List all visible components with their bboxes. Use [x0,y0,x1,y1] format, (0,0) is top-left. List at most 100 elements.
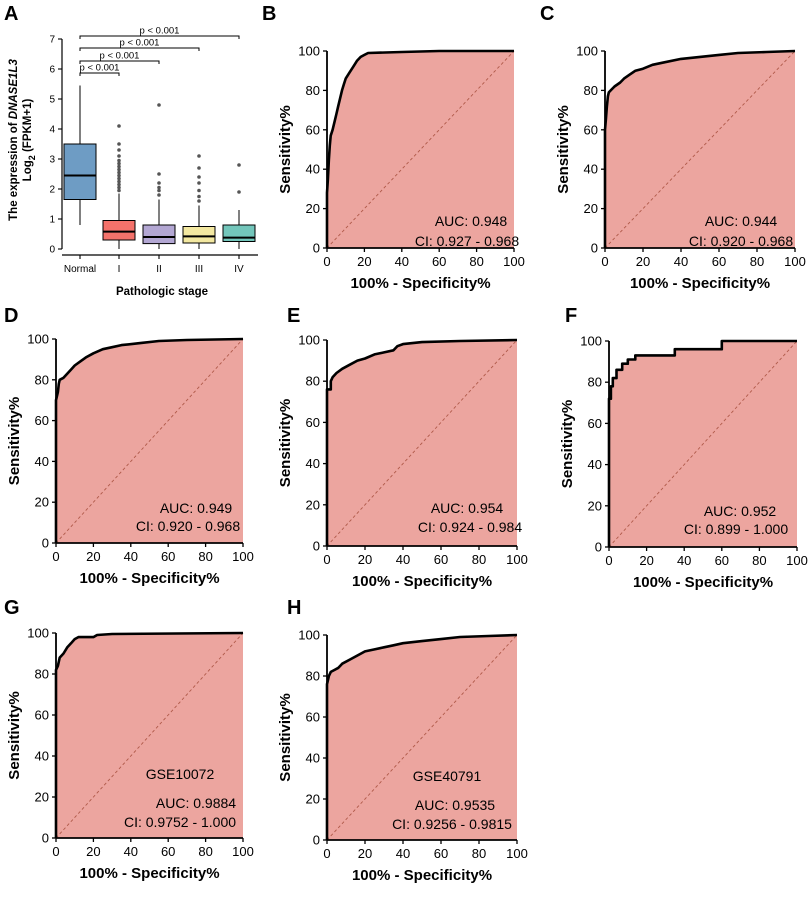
y-tick-label: 0 [42,831,49,846]
y-tick-label: 60 [306,710,320,725]
box-outlier-point [117,124,121,128]
panel-letter: E [287,305,300,327]
y-tick-label: 2 [49,185,55,196]
y-tick-label: 40 [306,456,320,471]
box-outlier-point [117,158,121,163]
y-tick-label: 100 [298,628,320,643]
box-outlier-point [157,181,161,185]
y-tick-label: 80 [306,374,320,389]
box-outlier-point [237,163,241,167]
x-tick-label: 80 [469,254,483,269]
y-tick-label: 0 [595,540,602,555]
x-tick-label: 40 [396,846,410,861]
x-tick-label: 80 [752,553,766,568]
y-tick-label: 5 [49,95,55,106]
y-axis-title-subscript: 2 [27,155,37,160]
roc-annotation: AUC: 0.952 [704,503,777,519]
significance-bracket [79,35,240,39]
y-tick-label: 100 [298,44,320,59]
y-axis-title: Sensitivity% [277,693,294,781]
y-tick-label: 6 [49,65,55,76]
x-tick-label: 40 [124,549,138,564]
y-tick-label: 20 [35,495,49,510]
y-tick-label: 80 [306,83,320,98]
y-axis-title: Sensitivity% [6,691,23,779]
y-tick-label: 0 [49,245,55,256]
y-tick-label: 4 [49,125,55,136]
roc-curve-line [325,49,514,248]
x-tick-label: 0 [52,844,59,859]
y-tick-label: 100 [27,332,49,347]
roc-curve-line [54,631,244,838]
panel-letter: B [262,3,276,25]
reference-diagonal-line [604,50,796,249]
y-tick-label: 60 [306,415,320,430]
y-tick-label: 1 [49,215,55,226]
y-tick-label: 60 [306,122,320,137]
box-outlier-point [117,170,121,175]
panel-b-roc: B 0 20 40 60 80 100 0 20 40 60 80 100 100% - Specific… [262,3,525,292]
roc-annotation: CI: 0.9752 - 1.000 [124,814,236,830]
box-outlier-point [197,194,201,199]
x-tick-label: 80 [472,846,486,861]
x-tick-label: 60 [715,553,729,568]
y-tick-label: 40 [35,454,49,469]
x-tick-label: II [156,264,162,275]
panel-letter: A [4,3,18,25]
roc-curve-line [603,49,796,248]
x-tick-label: 20 [86,844,100,859]
x-axis-title: 100% - Specificity% [79,865,219,882]
panel-g-roc: G 0 20 40 60 80 100 0 20 40 60 80 100 100% - Specific… [4,597,254,882]
x-tick-label: 0 [323,846,330,861]
x-tick-label: 80 [750,254,764,269]
box-iqr-i [102,220,136,241]
y-axis-title-line1: The expression of DNASE1L3 [8,59,20,221]
x-tick-label: 20 [86,549,100,564]
roc-annotation: AUC: 0.9884 [156,795,236,811]
y-axis-title-log: Log [22,160,34,181]
x-axis-title: Pathologic stage [116,286,208,298]
x-tick-label: 20 [636,254,650,269]
x-tick-label: 60 [434,552,448,567]
y-tick-label: 100 [576,44,598,59]
y-axis-title-line2: Log2 (FPKM+1) [22,99,37,182]
x-tick-label: 20 [358,552,372,567]
x-axis-title: 100% - Specificity% [352,573,492,590]
reference-diagonal-line [326,50,515,249]
roc-annotation: CI: 0.899 - 1.000 [684,521,789,537]
y-axis-title: Sensitivity% [559,400,576,488]
box-outlier-point [117,142,121,146]
x-axis-title: 100% - Specificity% [350,275,490,292]
x-tick-label: 80 [472,552,486,567]
panel-letter: C [540,3,554,25]
box-outlier-point [117,182,121,187]
reference-diagonal-line [55,632,244,839]
roc-annotation: AUC: 0.954 [431,500,504,516]
y-tick-label: 60 [588,416,602,431]
p-value-label: p < 0.001 [100,51,140,62]
roc-annotation: CI: 0.924 - 0.984 [418,519,523,535]
y-tick-label: 100 [580,334,602,349]
panel-letter: F [565,305,577,327]
x-tick-label: 0 [323,254,330,269]
x-tick-label: 20 [358,846,372,861]
x-axis-title: 100% - Specificity% [630,275,770,292]
y-axis-title-unit: (FPKM+1) [22,99,34,156]
y-tick-label: 80 [306,669,320,684]
y-tick-label: 20 [306,792,320,807]
x-tick-label: 100 [503,254,525,269]
y-tick-label: 80 [35,372,49,387]
y-tick-label: 80 [35,667,49,682]
box-outlier-point [197,181,201,185]
x-tick-label: 20 [357,254,371,269]
x-tick-label: Normal [64,264,96,275]
y-tick-label: 20 [306,201,320,216]
roc-annotation: AUC: 0.9535 [415,797,495,813]
reference-diagonal-line [326,634,518,841]
x-tick-label: III [195,264,203,275]
x-tick-label: 0 [323,552,330,567]
y-tick-label: 20 [588,498,602,513]
x-tick-label: 100 [786,553,808,568]
x-axis-title: 100% - Specificity% [352,867,492,884]
